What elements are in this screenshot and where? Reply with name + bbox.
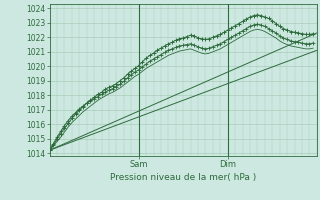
X-axis label: Pression niveau de la mer( hPa ): Pression niveau de la mer( hPa ) — [110, 173, 256, 182]
